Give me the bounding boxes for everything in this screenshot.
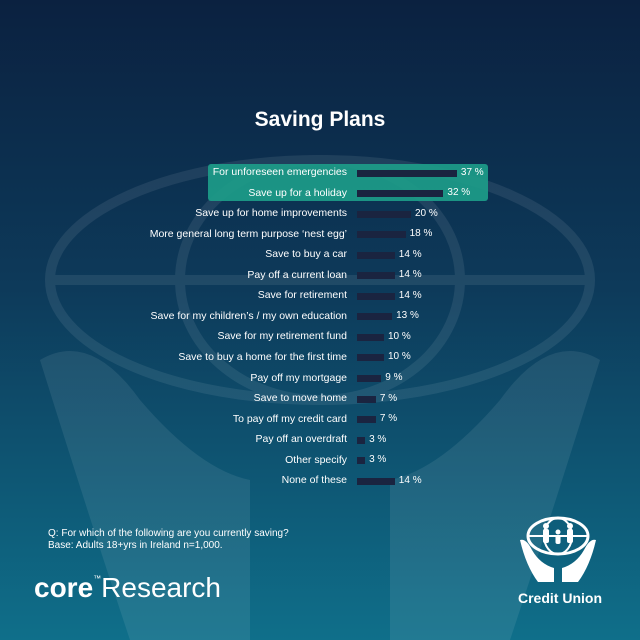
data-label: 14 % xyxy=(398,248,422,260)
data-label: 14 % xyxy=(398,289,422,301)
footnote-base: Base: Adults 18+yrs in Ireland n=1,000. xyxy=(48,540,223,551)
bar xyxy=(357,354,384,362)
bar xyxy=(357,457,366,465)
footnote: Q: For which of the following are you cu… xyxy=(48,528,289,552)
category-label: For unforeseen emergencies xyxy=(212,166,347,178)
core-research-logo: core™Research xyxy=(34,572,221,604)
data-label: 10 % xyxy=(388,330,411,342)
bar xyxy=(357,436,366,444)
category-label: Save for my retirement fund xyxy=(217,330,347,343)
data-label: 37 % xyxy=(460,166,484,178)
data-label: 13 % xyxy=(396,310,419,322)
bar xyxy=(357,375,382,382)
data-label: 3 % xyxy=(369,433,387,445)
bar xyxy=(357,251,395,259)
bar xyxy=(357,333,384,341)
core-logo-research: Research xyxy=(101,572,221,603)
bar xyxy=(357,292,395,300)
credit-union-logo-icon xyxy=(520,516,596,582)
credit-union-name: Credit Union xyxy=(518,590,602,606)
bar xyxy=(357,477,395,485)
data-label: 7 % xyxy=(379,392,398,404)
category-label: None of these xyxy=(281,474,347,487)
data-label: 14 % xyxy=(398,474,422,486)
data-label: 20 % xyxy=(415,207,438,219)
category-label: Save for my children’s / my own educatio… xyxy=(150,309,347,322)
category-label: To pay off my credit card xyxy=(232,412,347,425)
bar xyxy=(357,210,411,218)
data-label: 9 % xyxy=(385,372,403,383)
bar xyxy=(357,313,393,321)
category-label: Save to buy a car xyxy=(265,248,347,261)
core-logo-tm: ™ xyxy=(93,574,102,583)
category-label: Other specify xyxy=(285,453,347,466)
core-logo-bold: core xyxy=(34,572,94,603)
category-label: Save up for a holiday xyxy=(248,186,347,199)
category-label: Save for retirement xyxy=(257,289,347,302)
category-label: More general long term purpose ‘nest egg… xyxy=(149,227,347,240)
category-label: Pay off an overdraft xyxy=(255,433,347,446)
bar xyxy=(357,395,376,403)
category-label: Pay off my mortgage xyxy=(250,371,347,384)
data-label: 32 % xyxy=(447,187,471,199)
footnote-question: Q: For which of the following are you cu… xyxy=(48,528,289,539)
bar xyxy=(357,272,395,280)
data-label: 18 % xyxy=(409,228,433,240)
bar xyxy=(357,416,376,424)
bar xyxy=(357,190,444,198)
data-label: 14 % xyxy=(398,269,422,281)
data-label: 7 % xyxy=(379,413,398,425)
category-label: Save to buy a home for the first time xyxy=(178,350,347,363)
data-label: 3 % xyxy=(369,454,387,466)
category-label: Pay off a current loan xyxy=(247,268,347,281)
chart-title: Saving Plans xyxy=(254,108,386,131)
category-label: Save to move home xyxy=(253,392,347,405)
bar xyxy=(357,169,457,177)
category-label: Save up for home improvements xyxy=(195,207,347,220)
data-label: 10 % xyxy=(388,351,411,363)
bar xyxy=(357,231,406,239)
